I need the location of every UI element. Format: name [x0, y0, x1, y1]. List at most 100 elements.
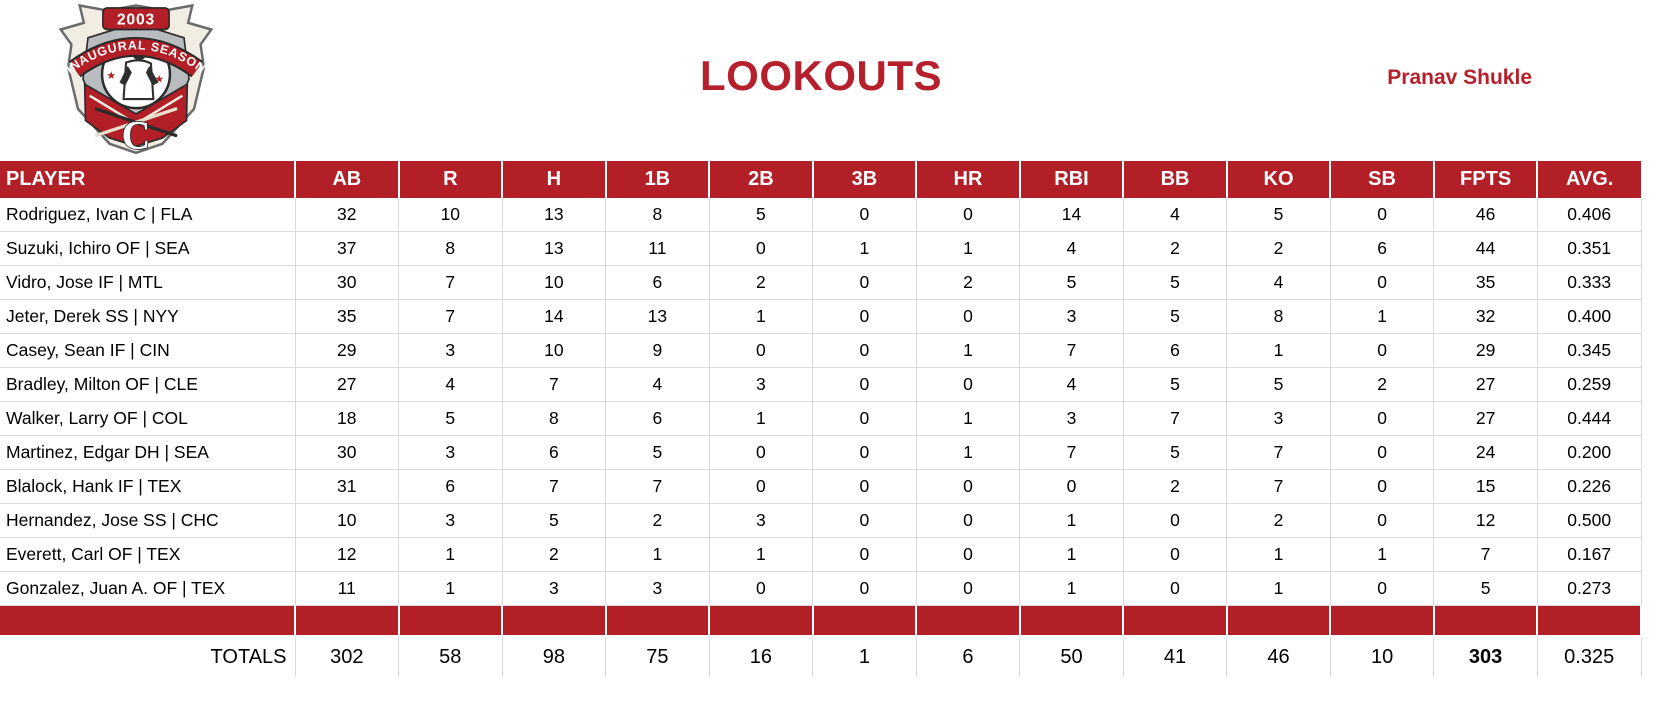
stat-cell: 0.273: [1537, 571, 1642, 606]
stat-cell: 27: [1433, 401, 1538, 436]
stat-cell: 5: [1123, 299, 1228, 334]
stat-cell: 5: [398, 401, 503, 436]
stat-cell: 0: [1123, 537, 1228, 572]
stat-cell: 0.167: [1537, 537, 1642, 572]
page-title: LOOKOUTS: [700, 52, 942, 99]
crossed-bats-icon: [94, 107, 178, 138]
player-name-cell: Everett, Carl OF | TEX: [0, 537, 296, 572]
stat-cell: 0: [812, 435, 917, 470]
table-row: Casey, Sean IF | CIN 29 3 10 9 0 0 1 7 6 1 0 29 0.345: [0, 333, 1642, 368]
separator-cell: [0, 605, 296, 637]
column-header-ko: KO: [1225, 161, 1332, 198]
stat-cell: 3: [1019, 401, 1124, 436]
stat-cell: 1: [1226, 571, 1331, 606]
stat-cell: 5: [1019, 265, 1124, 300]
stat-cell: 1: [1330, 299, 1435, 334]
stat-cell: 27: [295, 367, 400, 402]
player-name-cell: Blalock, Hank IF | TEX: [0, 469, 296, 504]
stat-cell: 0: [1123, 503, 1228, 538]
table-row: Rodriguez, Ivan C | FLA 32 10 13 8 5 0 0 14 4 5 0 46…: [0, 198, 1642, 232]
player-name-cell: Hernandez, Jose SS | CHC: [0, 503, 296, 538]
player-name-cell: Bradley, Milton OF | CLE: [0, 367, 296, 402]
stat-cell: 7: [502, 469, 607, 504]
stat-cell: 7: [398, 299, 503, 334]
stat-cell: 8: [502, 401, 607, 436]
player-name-cell: Walker, Larry OF | COL: [0, 401, 296, 436]
stat-cell: 13: [502, 231, 607, 266]
stat-cell: 3: [1019, 299, 1124, 334]
table-row: Vidro, Jose IF | MTL 30 7 10 6 2 0 2 5 5 4 0 35 0.333: [0, 265, 1642, 300]
column-header-ab: AB: [294, 161, 400, 198]
season-banner: [70, 39, 202, 76]
stat-cell: 4: [1019, 367, 1124, 402]
stat-cell: 11: [605, 231, 710, 266]
stat-cell: 10: [502, 333, 607, 368]
table-row: Bradley, Milton OF | CLE 27 4 7 4 3 0 0 4 5 5 2 27 0.…: [0, 367, 1642, 402]
stat-cell: 0: [812, 367, 917, 402]
stat-cell: 7: [1433, 537, 1538, 572]
stat-cell: 12: [295, 537, 400, 572]
player-name-cell: Casey, Sean IF | CIN: [0, 333, 296, 368]
stat-cell: 0: [916, 469, 1021, 504]
stat-cell: 7: [1123, 401, 1228, 436]
separator-cell: [1329, 605, 1435, 637]
separator-cell: [915, 605, 1021, 637]
stat-cell: 5: [1226, 198, 1331, 232]
stat-cell: 0: [916, 367, 1021, 402]
stat-cell: 6: [398, 469, 503, 504]
stat-cell: 35: [295, 299, 400, 334]
stat-cell: 7: [398, 265, 503, 300]
stat-cell: 13: [502, 198, 607, 232]
team-letter-c: C: [122, 114, 151, 157]
stat-cell: 0: [1330, 469, 1435, 504]
stat-cell: 4: [398, 367, 503, 402]
stat-cell: 1: [916, 231, 1021, 266]
stat-cell: 0.333: [1537, 265, 1642, 300]
stat-cell: 8: [1226, 299, 1331, 334]
stat-cell: 6: [1330, 231, 1435, 266]
stat-cell: 6: [1123, 333, 1228, 368]
stat-cell: 2: [709, 265, 814, 300]
stat-cell: 1: [916, 401, 1021, 436]
stat-cell: 0: [1330, 198, 1435, 232]
table-row: Everett, Carl OF | TEX 12 1 2 1 1 0 0 1 0 1 1 7 0.167: [0, 537, 1642, 572]
stat-cell: 1: [1330, 537, 1435, 572]
stat-cell: 0: [1330, 401, 1435, 436]
stat-cell: 3: [1226, 401, 1331, 436]
owner-name: Pranav Shukle: [1387, 66, 1532, 89]
stat-cell: 3: [709, 503, 814, 538]
stat-cell: 1: [1019, 537, 1124, 572]
player-name-cell: Rodriguez, Ivan C | FLA: [0, 198, 296, 232]
stat-cell: 7: [1226, 469, 1331, 504]
table-row: Blalock, Hank IF | TEX 31 6 7 7 0 0 0 0 2 7 0 15 0.22…: [0, 469, 1642, 504]
stat-cell: 0: [916, 198, 1021, 232]
totals-label: TOTALS: [0, 636, 296, 677]
stat-cell: 6: [605, 265, 710, 300]
stat-cell: 0: [1330, 333, 1435, 368]
stat-cell: 0.406: [1537, 198, 1642, 232]
totals-2b: 16: [709, 636, 814, 677]
separator-cell: [708, 605, 814, 637]
stat-cell: 2: [502, 537, 607, 572]
stat-cell: 2: [1226, 231, 1331, 266]
stat-cell: 7: [605, 469, 710, 504]
stat-cell: 0: [812, 571, 917, 606]
player-name-cell: Martinez, Edgar DH | SEA: [0, 435, 296, 470]
column-header-fpts: FPTS: [1432, 161, 1539, 198]
stat-cell: 0: [709, 231, 814, 266]
stat-cell: 11: [295, 571, 400, 606]
stat-cell: 24: [1433, 435, 1538, 470]
totals-h: 98: [502, 636, 607, 677]
column-header-r: R: [397, 161, 504, 198]
column-header-2b: 2B: [708, 161, 814, 198]
stat-cell: 0: [709, 571, 814, 606]
stat-cell: 0: [812, 198, 917, 232]
stat-cell: 1: [1226, 333, 1331, 368]
stat-cell: 7: [502, 367, 607, 402]
totals-ab: 302: [295, 636, 400, 677]
stat-cell: 0: [812, 469, 917, 504]
stat-cell: 6: [502, 435, 607, 470]
stat-cell: 5: [1123, 435, 1228, 470]
stat-cell: 3: [398, 333, 503, 368]
column-header-hr: HR: [915, 161, 1021, 198]
